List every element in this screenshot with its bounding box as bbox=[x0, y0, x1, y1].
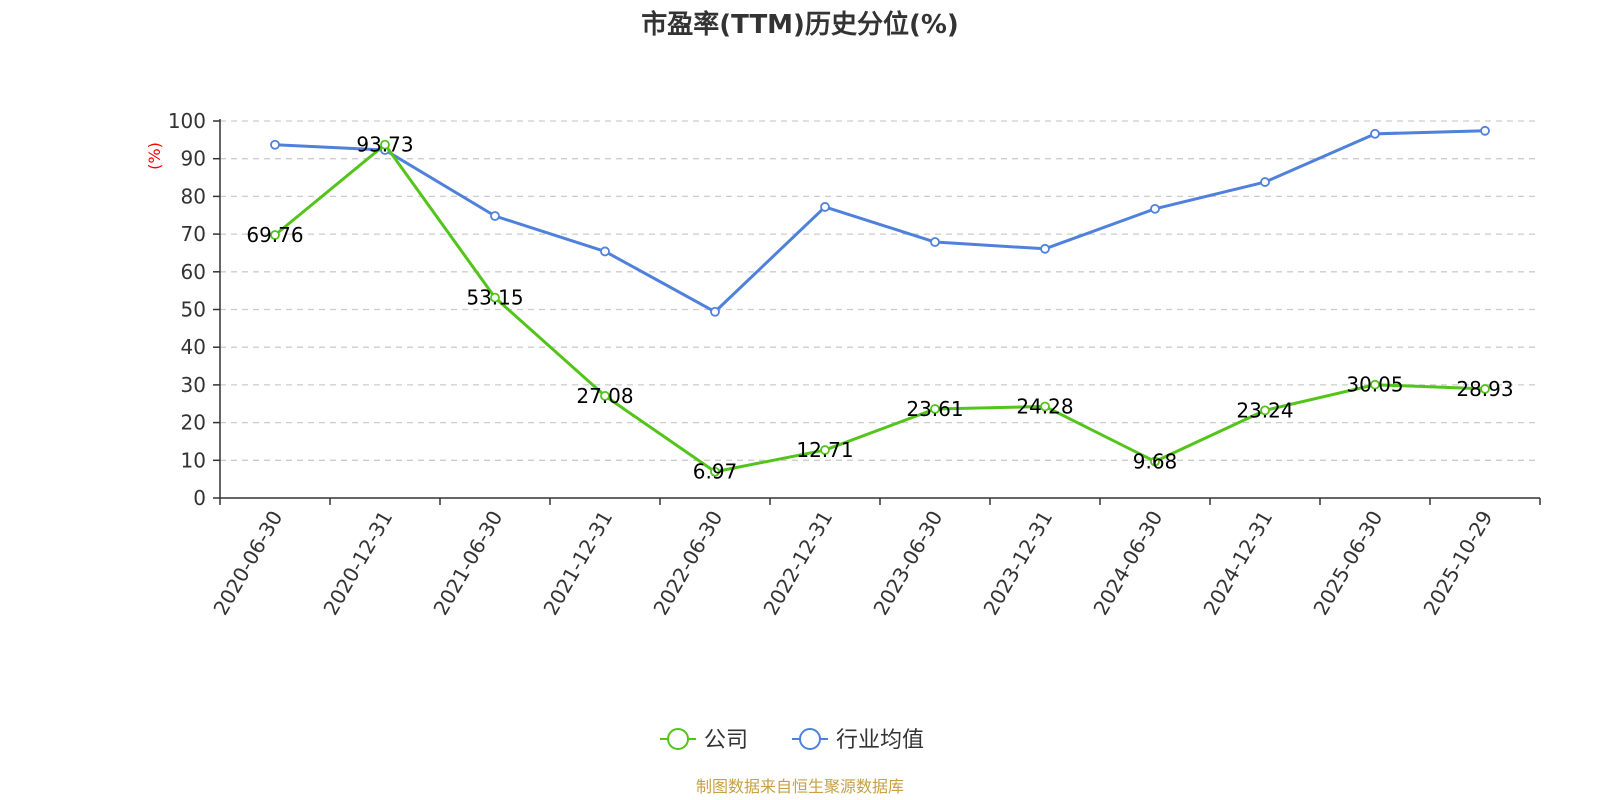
series-0-point-7[interactable] bbox=[1040, 401, 1050, 412]
data-labels: 69.76 93.73 53.15 27.08 6.97 12.71 23.61 24.28 9… bbox=[246, 133, 1513, 484]
grid-lines bbox=[220, 120, 1540, 461]
series-line-0 bbox=[274, 143, 1486, 474]
chart-title: 市盈率(TTM)历史分位(%) bbox=[641, 9, 959, 40]
legend-swatch-marker-0 bbox=[667, 728, 689, 750]
data-label-10: 30.05 bbox=[1346, 373, 1403, 397]
y-tick-label-20: 20 bbox=[181, 411, 206, 435]
legend-swatch-marker-1 bbox=[799, 728, 821, 750]
legend-item-0[interactable]: 公司 bbox=[660, 728, 748, 753]
y-tick-label-40: 40 bbox=[181, 335, 206, 359]
x-tick-label-2022-06-30: 2022-06-30 bbox=[648, 507, 727, 620]
x-tick-label-2023-06-30: 2023-06-30 bbox=[868, 507, 947, 620]
data-label-0: 69.76 bbox=[246, 223, 303, 247]
series-1-point-4[interactable] bbox=[710, 306, 720, 317]
data-label-9: 23.24 bbox=[1236, 398, 1293, 422]
series-0-point-11[interactable] bbox=[1480, 384, 1490, 394]
legend-label-1: 行业均值 bbox=[836, 728, 924, 753]
x-tick-label-2020-12-31: 2020-12-31 bbox=[318, 507, 397, 620]
legend[interactable]: 公司 行业均值 bbox=[660, 728, 924, 753]
y-tick-label-0: 0 bbox=[193, 486, 206, 510]
legend-label-0: 公司 bbox=[704, 728, 748, 753]
series-0-point-9[interactable] bbox=[1260, 405, 1270, 416]
series-1-point-9[interactable] bbox=[1260, 177, 1270, 187]
series-1-point-10[interactable] bbox=[1370, 128, 1380, 139]
series-1-point-3[interactable] bbox=[600, 246, 610, 257]
series-layer bbox=[270, 125, 1490, 477]
x-tick-label-2025-10-29: 2025-10-29 bbox=[1418, 507, 1497, 620]
y-tick-label-70: 70 bbox=[181, 222, 206, 246]
series-0-point-0[interactable] bbox=[270, 230, 280, 240]
data-label-6: 23.61 bbox=[906, 397, 963, 421]
y-tick-label-90: 90 bbox=[181, 147, 206, 171]
x-tick-label-2021-06-30: 2021-06-30 bbox=[428, 507, 507, 620]
data-label-1: 93.73 bbox=[356, 133, 413, 157]
series-0-point-5[interactable] bbox=[820, 445, 830, 455]
series-0-point-2[interactable] bbox=[490, 292, 500, 303]
series-1-point-11[interactable] bbox=[1480, 125, 1490, 136]
series-0-point-6[interactable] bbox=[930, 404, 940, 414]
series-0-point-3[interactable] bbox=[600, 391, 610, 401]
data-label-3: 27.08 bbox=[576, 384, 633, 408]
x-axis: 2020-06-30 2020-12-31 2021-06-30 2021-12-31… bbox=[208, 497, 1541, 620]
y-tick-label-10: 10 bbox=[181, 448, 206, 472]
x-tick-label-2023-12-31: 2023-12-31 bbox=[978, 507, 1057, 620]
y-axis: 0 10 20 30 40 50 60 70 80 90 100 bbox=[168, 109, 221, 510]
y-tick-label-60: 60 bbox=[181, 260, 206, 284]
series-0-point-10[interactable] bbox=[1370, 379, 1380, 390]
x-tick-label-2024-06-30: 2024-06-30 bbox=[1088, 507, 1167, 620]
y-tick-label-80: 80 bbox=[181, 184, 206, 208]
x-tick-label-2022-12-31: 2022-12-31 bbox=[758, 507, 837, 620]
y-tick-label-30: 30 bbox=[181, 373, 206, 397]
y-tick-label-50: 50 bbox=[181, 298, 206, 322]
series-1-point-5[interactable] bbox=[820, 202, 830, 212]
series-1-point-8[interactable] bbox=[1150, 203, 1160, 214]
series-1-point-0[interactable] bbox=[270, 139, 280, 150]
series-1-point-7[interactable] bbox=[1040, 243, 1050, 254]
legend-item-1[interactable]: 行业均值 bbox=[792, 728, 924, 753]
series-0-point-4[interactable] bbox=[710, 466, 720, 477]
x-tick-label-2020-06-30: 2020-06-30 bbox=[208, 507, 287, 620]
data-label-2: 53.15 bbox=[466, 286, 523, 310]
series-0-point-8[interactable] bbox=[1150, 456, 1160, 467]
series-0-point-1[interactable] bbox=[380, 139, 390, 150]
data-label-7: 24.28 bbox=[1016, 394, 1073, 418]
series-1-point-2[interactable] bbox=[490, 211, 500, 221]
series-line-1 bbox=[274, 129, 1486, 314]
data-label-4: 6.97 bbox=[693, 460, 738, 484]
data-label-5: 12.71 bbox=[796, 438, 853, 462]
x-tick-label-2025-06-30: 2025-06-30 bbox=[1308, 507, 1387, 620]
data-label-8: 9.68 bbox=[1133, 450, 1178, 474]
x-tick-label-2024-12-31: 2024-12-31 bbox=[1198, 507, 1277, 620]
y-tick-label-100: 100 bbox=[168, 109, 206, 133]
data-label-11: 28.93 bbox=[1456, 377, 1513, 401]
series-1-point-6[interactable] bbox=[930, 237, 940, 247]
y-axis-unit: (%) bbox=[145, 142, 164, 170]
x-tick-label-2021-12-31: 2021-12-31 bbox=[538, 507, 617, 620]
source-note: 制图数据来自恒生聚源数据库 bbox=[696, 777, 904, 796]
